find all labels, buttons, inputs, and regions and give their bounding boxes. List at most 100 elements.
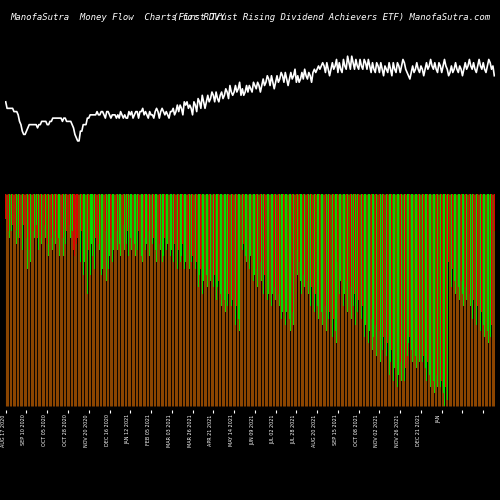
Bar [401,194,402,381]
Bar [316,194,318,306]
Bar [30,194,31,262]
Bar [15,194,16,232]
Bar [221,194,222,306]
Bar [419,194,420,362]
Bar [347,194,348,312]
Bar [289,194,290,318]
Bar [474,194,476,312]
Bar [114,194,116,256]
Bar [272,194,274,294]
Bar [20,194,21,244]
Bar [376,194,377,356]
Bar [185,194,186,262]
Bar [42,194,43,232]
Bar [334,194,336,331]
Bar [433,194,434,381]
Bar [466,194,467,300]
Bar [149,194,150,256]
Bar [26,194,27,238]
Bar [239,194,240,331]
Bar [73,194,74,250]
Bar [116,194,117,232]
Bar [384,194,386,368]
Text: (First Trust Rising Dividend Achievers ETF) ManofaSutra.com: (First Trust Rising Dividend Achievers E… [173,12,490,22]
Bar [429,194,430,374]
Bar [311,194,312,288]
Bar [368,194,369,344]
Bar [102,194,103,268]
Bar [159,194,160,244]
Bar [6,194,8,225]
Bar [156,194,157,262]
Bar [322,194,323,325]
Bar [278,194,279,294]
Bar [47,194,48,244]
Bar [209,194,210,268]
Bar [206,194,207,275]
Bar [235,194,236,325]
Bar [24,194,25,256]
Bar [332,194,333,337]
Bar [361,194,362,318]
Bar [83,194,84,275]
Bar [442,194,444,394]
Bar [462,194,463,294]
Bar [182,194,184,244]
Bar [244,194,246,256]
Bar [163,194,164,256]
Bar [132,194,134,238]
Bar [308,194,309,294]
Bar [222,194,224,288]
Bar [250,194,251,256]
Bar [137,194,138,250]
Bar [366,194,368,312]
Bar [262,194,264,294]
Bar [109,194,110,256]
Bar [231,194,232,306]
Bar [398,194,399,374]
Bar [267,194,268,300]
Bar [408,194,409,344]
Bar [426,194,427,381]
Bar [249,194,250,268]
Bar [84,194,85,262]
Bar [447,194,448,400]
Bar [38,194,40,250]
Bar [388,194,390,374]
Bar [87,194,88,294]
Bar [34,194,35,238]
Bar [491,194,492,325]
Bar [343,194,344,306]
Bar [487,194,488,331]
Bar [379,194,380,331]
Bar [134,194,135,244]
Bar [307,194,308,281]
Bar [152,194,153,244]
Bar [438,194,440,400]
Bar [167,194,168,244]
Bar [55,194,56,244]
Bar [325,194,326,306]
Bar [294,194,296,337]
Bar [282,194,283,312]
Bar [406,194,408,356]
Bar [492,194,494,344]
Bar [416,194,417,368]
Bar [218,194,220,281]
Bar [98,194,99,244]
Bar [268,194,269,294]
Bar [437,194,438,387]
Bar [452,194,453,268]
Bar [52,194,53,250]
Bar [296,194,297,250]
Bar [70,194,71,238]
Bar [456,194,458,275]
Bar [483,194,484,325]
Bar [88,194,89,250]
Bar [420,194,422,374]
Bar [390,194,391,362]
Bar [394,194,395,368]
Bar [188,194,189,250]
Bar [177,194,178,268]
Bar [44,194,45,225]
